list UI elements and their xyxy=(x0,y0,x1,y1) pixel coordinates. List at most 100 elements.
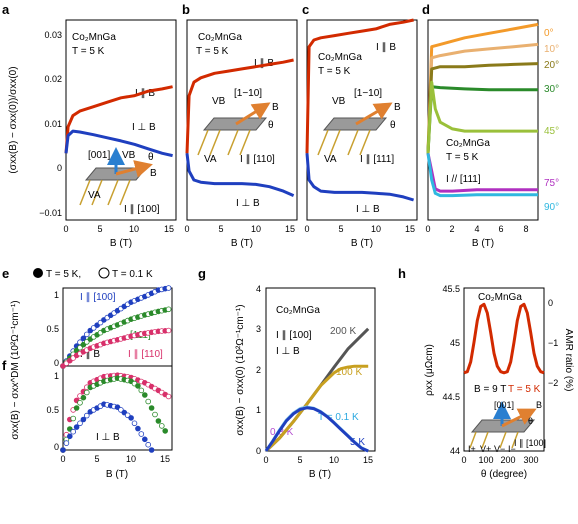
c-temp: T = 5 K xyxy=(318,66,351,77)
chart-marks xyxy=(60,18,545,453)
panel-label-d: d xyxy=(422,2,430,17)
c-xtick-2: 10 xyxy=(371,224,381,234)
e-ytick-0: 1 xyxy=(54,290,59,300)
mark-f-1-point-6 xyxy=(80,394,87,401)
h-inset-contact-3: I− xyxy=(508,444,516,454)
e-legend-open-marker xyxy=(98,267,110,279)
d-xtick-1: 2 xyxy=(449,224,454,234)
g-xlabel: B (T) xyxy=(309,469,331,480)
g-xtick-2: 10 xyxy=(329,455,339,465)
mark-d-6-line xyxy=(426,153,538,198)
d-angle-10: 10° xyxy=(544,44,559,55)
inset-c-diagram xyxy=(317,102,393,156)
c-xtick-3: 15 xyxy=(405,224,415,234)
mark-f-1-point-3 xyxy=(70,415,76,422)
h-inset-contact-1: V+ xyxy=(480,444,491,454)
h-ytick-right-2: −2 xyxy=(548,378,558,388)
mark-d-4-line xyxy=(426,80,538,154)
mark-e-1-point-31 xyxy=(165,306,172,313)
mark-f-2-point-25 xyxy=(145,441,152,448)
mark-f-1-point-26 xyxy=(148,405,155,411)
h-ylabel: ρxx (μΩcm) xyxy=(424,344,435,396)
mark-f-2-point-7 xyxy=(84,412,90,419)
a-inset-theta: θ xyxy=(148,152,154,163)
mark-a-0-line xyxy=(64,85,173,154)
h-xlabel: θ (degree) xyxy=(481,469,527,480)
inset-h-diagram xyxy=(469,401,537,449)
h-ytick-3: 44 xyxy=(450,446,460,456)
c-label-perp: I ⊥ B xyxy=(356,204,380,215)
c-label-par: I ∥ B xyxy=(376,42,396,53)
g-ytick-0: 0 xyxy=(256,446,261,456)
a-xlabel: B (T) xyxy=(110,238,132,249)
c-inset-b: B xyxy=(394,102,401,113)
d-xtick-0: 0 xyxy=(425,224,430,234)
g-material: Co₂MnGa xyxy=(276,305,320,316)
d-xtick-2: 4 xyxy=(474,224,479,234)
mark-c-1-line xyxy=(305,153,415,202)
panel-label-b: b xyxy=(182,2,190,17)
frame-h xyxy=(463,287,545,452)
b-inset-dir: [1−10] xyxy=(234,88,262,99)
mark-f-2-point-22 xyxy=(135,425,141,432)
d-current: I // [111] xyxy=(446,174,481,185)
d-angle-45: 45° xyxy=(544,126,559,137)
g-xtick-0: 0 xyxy=(263,455,268,465)
h-material: Co₂MnGa xyxy=(478,292,522,303)
ef-ylabel: σxx(B) − σxx^DM (10²Ω⁻¹cm⁻¹) xyxy=(10,300,21,439)
mark-d-1-line xyxy=(426,42,539,154)
mark-f-2-point-6 xyxy=(80,416,87,423)
d-angle-0: 0° xyxy=(544,28,554,39)
mark-e-0-point-6 xyxy=(80,335,87,342)
g-label-01: T = 0.1 K xyxy=(318,412,359,423)
f-ytick-1: 0.5 xyxy=(46,405,59,415)
e-legend-open: T = 0.1 K xyxy=(112,269,153,280)
a-label-perp: I ⊥ B xyxy=(132,122,156,133)
mark-e-1-point-7 xyxy=(84,339,90,345)
mark-f-1-point-27 xyxy=(152,411,158,418)
h-xtick-1: 100 xyxy=(478,455,493,465)
panel-label-e: e xyxy=(2,266,9,281)
mark-f-1-point-22 xyxy=(135,383,141,389)
f-ytick-2: 0 xyxy=(54,442,59,452)
mark-g-3-line xyxy=(264,406,369,453)
h-ylabel-right: AMR ratio (%) xyxy=(563,329,574,392)
inset-b-diagram xyxy=(197,102,271,156)
a-inset-cur: I ∥ [100] xyxy=(124,204,160,215)
mark-d-5-line xyxy=(426,152,538,193)
d-angle-30: 30° xyxy=(544,84,559,95)
b-xtick-0: 0 xyxy=(184,224,189,234)
b-inset-b: B xyxy=(272,102,279,113)
mark-e-2-point-31 xyxy=(165,327,172,334)
c-material: Co₂MnGa xyxy=(318,52,362,63)
mark-d-0-line xyxy=(426,22,539,154)
d-temp: T = 5 K xyxy=(446,152,479,163)
mark-f-2-point-21 xyxy=(131,420,138,427)
mark-b-0-line xyxy=(185,58,294,154)
inset-a-diagram xyxy=(79,147,153,206)
b-temp: T = 5 K xyxy=(196,46,229,57)
d-xtick-4: 8 xyxy=(523,224,528,234)
b-inset-theta: θ xyxy=(268,120,274,131)
b-inset-vb: VB xyxy=(212,96,226,107)
d-angle-20: 20° xyxy=(544,60,559,71)
panel-label-a: a xyxy=(2,2,10,17)
g-cond2: I ⊥ B xyxy=(276,346,300,357)
mark-f-2-point-0 xyxy=(60,447,66,453)
f-xtick-3: 15 xyxy=(160,454,170,464)
c-inset-va: VA xyxy=(324,154,337,165)
frame-f xyxy=(62,365,173,451)
panel-label-g: g xyxy=(198,266,206,281)
e-label-100: I ∥ [100] xyxy=(80,292,116,303)
mark-h-0-line xyxy=(463,302,545,375)
mark-e-0-point-7 xyxy=(84,331,90,338)
g-label-100: 100 K xyxy=(336,367,362,378)
a-temp: T = 5 K xyxy=(72,46,105,57)
mark-f-2-point-3 xyxy=(70,428,76,435)
f-ytick-0: 1 xyxy=(54,371,59,381)
panel-label-c: c xyxy=(302,2,309,17)
h-inset-contact-2: V− xyxy=(494,444,505,454)
a-xtick-0: 0 xyxy=(63,224,68,234)
mark-f-1-point-24 xyxy=(142,392,148,398)
